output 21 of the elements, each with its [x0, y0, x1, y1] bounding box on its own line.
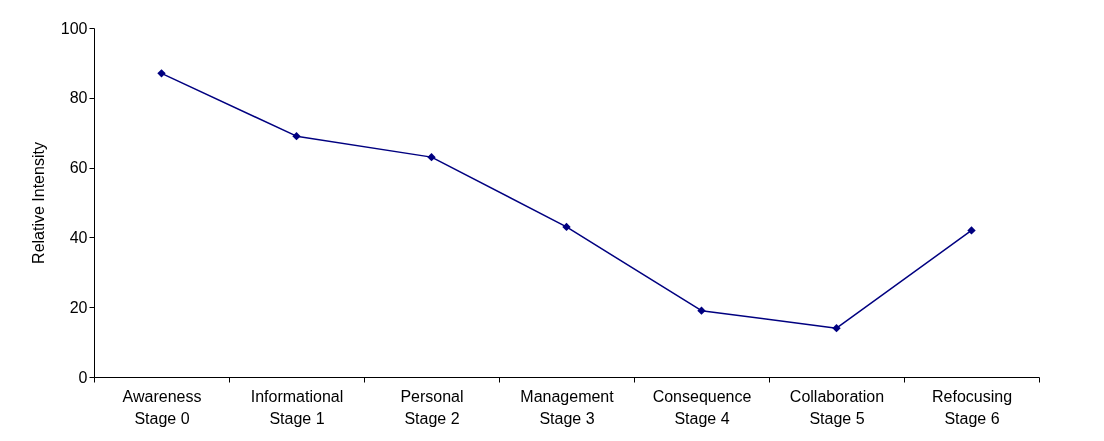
point [157, 69, 166, 78]
point [427, 152, 436, 162]
x-tick-label: Informational Stage 1 [250, 387, 344, 427]
y-tick-label: 80 [69, 89, 88, 107]
point [832, 323, 841, 333]
y-tick-label: 60 [69, 159, 88, 177]
y-tick-label: 0 [78, 368, 88, 386]
point [697, 306, 706, 315]
y-tick-label: 40 [69, 228, 88, 246]
y-axis-title: Relative Intensity [29, 142, 47, 264]
x-tick-label: Consequence Stage 4 [652, 387, 752, 427]
x-tick-label: Refocusing Stage 6 [931, 387, 1013, 427]
x-tick-label: Awareness Stage 0 [122, 387, 202, 427]
point [292, 132, 301, 141]
x-tick-label: Collaboration Stage 5 [789, 387, 885, 427]
y-tick-label: 100 [60, 19, 88, 37]
y-tick-label: 20 [69, 298, 88, 316]
x-tick-label: Management Stage 3 [520, 387, 615, 427]
point [967, 226, 976, 235]
point [562, 222, 571, 232]
x-tick-label: Personal Stage 2 [400, 387, 464, 427]
